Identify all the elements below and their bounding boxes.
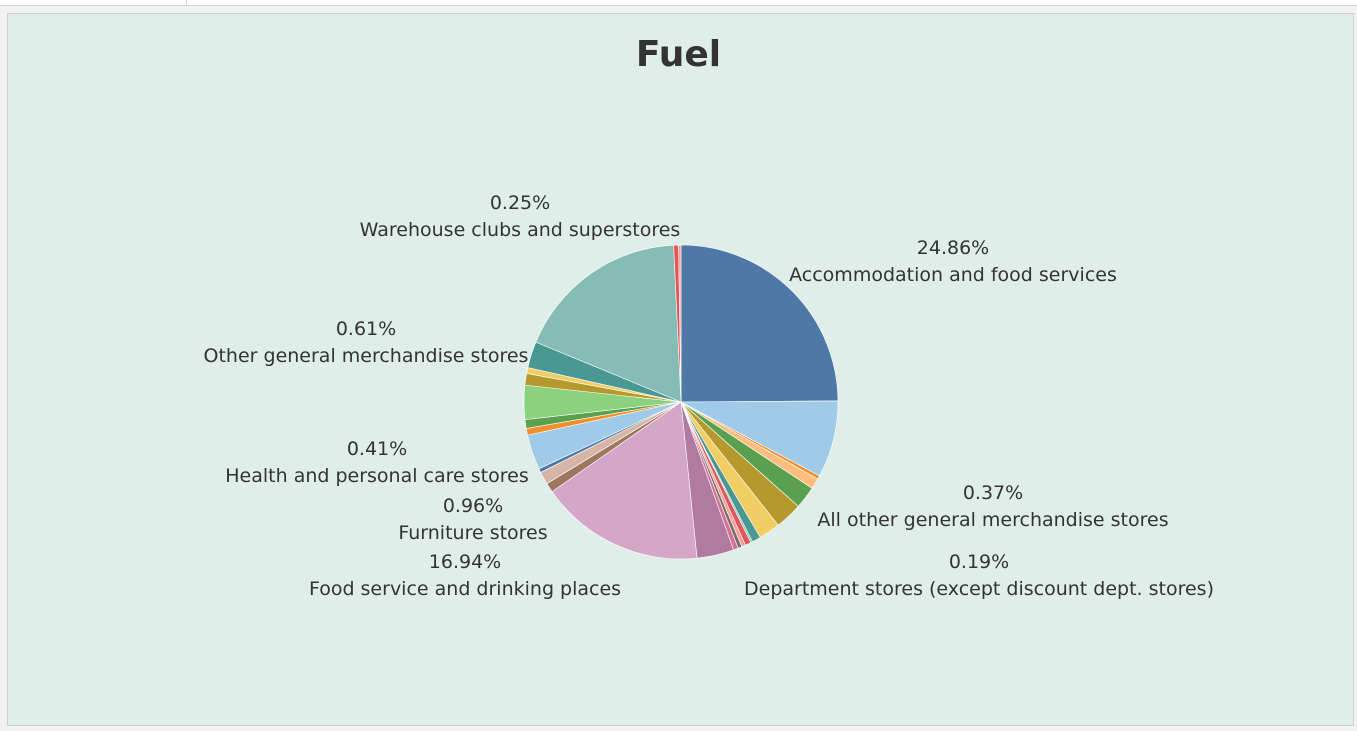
- label-furniture-pct: 0.96%: [442, 495, 504, 517]
- label-food-service-name: Food service and drinking places: [308, 578, 622, 600]
- label-accommodation: 24.86% Accommodation and food services: [789, 235, 1117, 289]
- toolbar-divider: [186, 0, 187, 5]
- label-warehouse: 0.25% Warehouse clubs and superstores: [360, 190, 681, 244]
- pie-slice[interactable]: [678, 244, 682, 403]
- label-department-stores-name: Department stores (except discount dept.…: [744, 578, 1214, 600]
- label-health: 0.41% Health and personal care stores: [225, 436, 528, 490]
- pie-slice[interactable]: [680, 244, 839, 403]
- label-health-pct: 0.41%: [346, 438, 408, 460]
- label-accommodation-name: Accommodation and food services: [789, 264, 1117, 286]
- label-food-service: 16.94% Food service and drinking places: [309, 549, 621, 603]
- pie-slice[interactable]: [551, 401, 698, 560]
- label-all-other-general: 0.37% All other general merchandise stor…: [817, 480, 1168, 534]
- label-other-general: 0.61% Other general merchandise stores: [204, 316, 529, 370]
- label-all-other-general-pct: 0.37%: [962, 482, 1024, 504]
- label-department-stores-pct: 0.19%: [948, 551, 1010, 573]
- label-warehouse-name: Warehouse clubs and superstores: [359, 219, 681, 241]
- label-other-general-pct: 0.61%: [335, 318, 397, 340]
- label-department-stores: 0.19% Department stores (except discount…: [744, 549, 1214, 603]
- label-health-name: Health and personal care stores: [225, 465, 529, 487]
- label-furniture: 0.96% Furniture stores: [398, 493, 547, 547]
- chart-title: Fuel: [635, 34, 722, 75]
- label-accommodation-pct: 24.86%: [916, 237, 990, 259]
- label-warehouse-pct: 0.25%: [489, 192, 551, 214]
- label-all-other-general-name: All other general merchandise stores: [817, 509, 1169, 531]
- label-other-general-name: Other general merchandise stores: [203, 345, 529, 367]
- pie-slice[interactable]: [535, 244, 682, 403]
- label-furniture-name: Furniture stores: [398, 522, 548, 544]
- top-toolbar-strip: [0, 0, 1357, 6]
- label-food-service-pct: 16.94%: [428, 551, 502, 573]
